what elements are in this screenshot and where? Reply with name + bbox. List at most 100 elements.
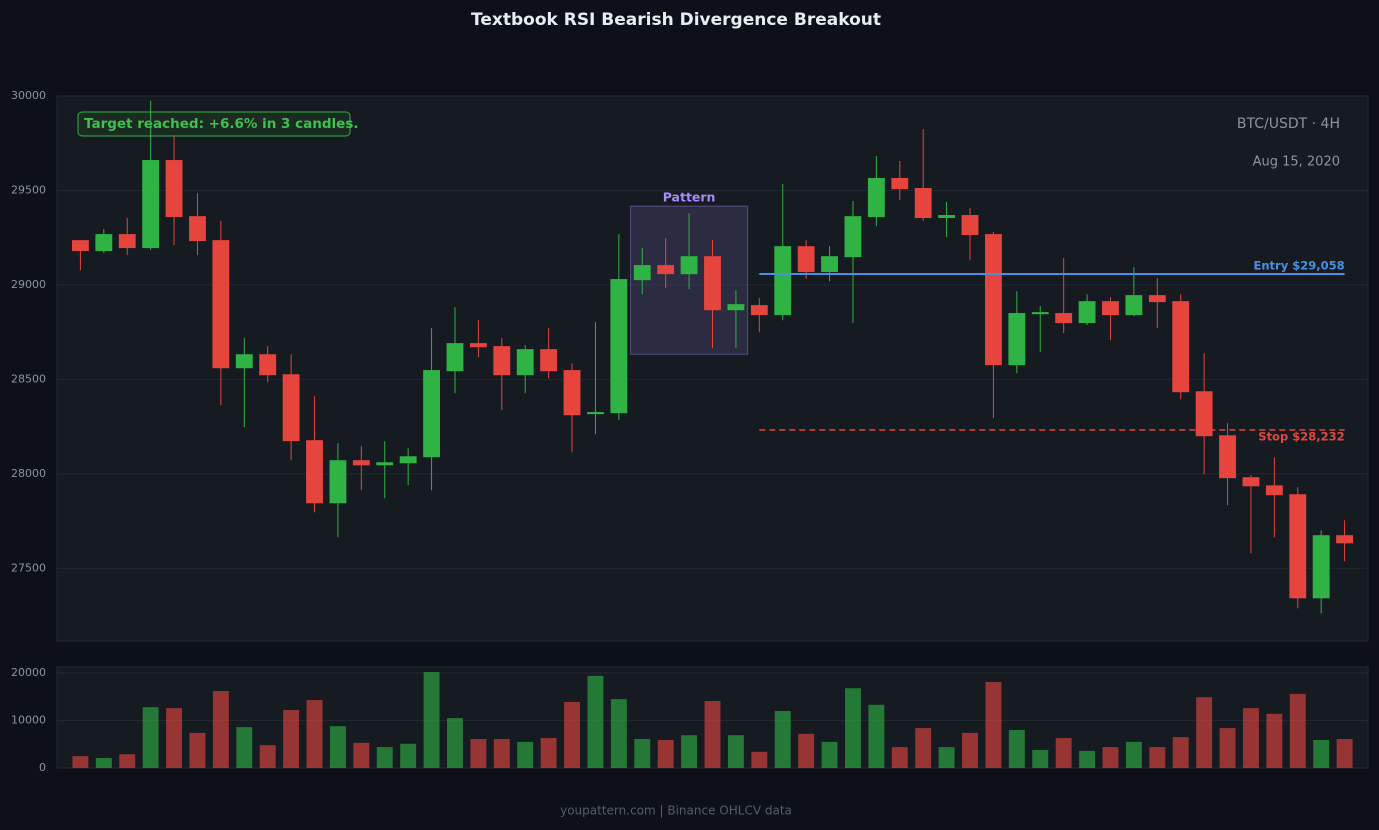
candle-body bbox=[587, 412, 604, 415]
volume-bar bbox=[329, 726, 346, 768]
volume-bar bbox=[517, 741, 534, 768]
volume-bar bbox=[540, 738, 557, 768]
volume-bar bbox=[587, 675, 604, 768]
volume-bar bbox=[657, 739, 674, 768]
volume-bar bbox=[1149, 747, 1166, 768]
volume-bar bbox=[493, 739, 510, 768]
candle-body bbox=[1219, 435, 1236, 479]
candle-body bbox=[165, 160, 183, 218]
candle-body bbox=[399, 456, 417, 464]
entry-label: Entry $29,058 bbox=[1253, 258, 1344, 272]
candle-body bbox=[469, 343, 487, 348]
candle-body bbox=[1125, 295, 1143, 316]
volume-bar bbox=[938, 747, 955, 768]
candle-body bbox=[189, 216, 206, 242]
volume-bar bbox=[95, 758, 112, 768]
candle-body bbox=[493, 346, 511, 376]
candle-body bbox=[774, 246, 792, 316]
candle-body bbox=[235, 354, 253, 369]
volume-bar bbox=[610, 699, 627, 768]
candle-body bbox=[563, 370, 581, 416]
volume-bar bbox=[1266, 713, 1283, 768]
candle-body bbox=[821, 256, 838, 273]
candle-body bbox=[1078, 301, 1096, 324]
y-tick-label: 0 bbox=[39, 761, 46, 774]
candle-body bbox=[516, 349, 534, 376]
annotation-box bbox=[77, 111, 351, 137]
volume-bar bbox=[306, 700, 323, 768]
candle-body bbox=[1289, 494, 1307, 599]
volume-bar bbox=[236, 727, 253, 768]
volume-bar bbox=[283, 710, 300, 768]
stop-label: Stop $28,232 bbox=[1258, 429, 1344, 443]
volume-bar bbox=[1219, 728, 1236, 768]
volume-bar bbox=[1242, 708, 1259, 768]
candle-body bbox=[1265, 485, 1283, 496]
price-panel bbox=[56, 95, 1369, 642]
candle-body bbox=[914, 187, 932, 219]
volume-bar bbox=[798, 733, 815, 768]
y-tick-label: 29500 bbox=[11, 183, 46, 196]
candle-body bbox=[259, 354, 277, 376]
volume-bar bbox=[1313, 739, 1330, 768]
volume-bar bbox=[962, 732, 978, 768]
candle-body bbox=[1008, 313, 1026, 366]
volume-bar bbox=[376, 747, 393, 768]
candle-body bbox=[142, 160, 160, 249]
y-tick-label: 29000 bbox=[11, 278, 46, 291]
candle-body bbox=[1102, 301, 1119, 316]
volume-bar bbox=[72, 756, 89, 768]
volume-bar bbox=[166, 708, 183, 768]
candle-body bbox=[1312, 535, 1330, 599]
volume-bar bbox=[704, 701, 721, 768]
candle-body bbox=[727, 304, 745, 311]
candle-body bbox=[610, 279, 628, 414]
candle-body bbox=[1172, 301, 1190, 393]
candle-body bbox=[985, 234, 1002, 366]
volume-bar bbox=[915, 728, 932, 768]
candle-body bbox=[1242, 477, 1260, 487]
volume-bar bbox=[868, 704, 885, 768]
volume-bar bbox=[634, 739, 651, 768]
candle-body bbox=[423, 370, 440, 458]
volume-bar bbox=[189, 732, 206, 768]
chart-title: Textbook RSI Bearish Divergence Breakout bbox=[471, 10, 881, 30]
y-tick-label: 30000 bbox=[11, 89, 46, 102]
volume-bar bbox=[727, 735, 744, 768]
y-tick-label: 20000 bbox=[11, 666, 46, 679]
y-tick-label: 27500 bbox=[11, 561, 46, 574]
candle-body bbox=[212, 240, 230, 369]
candle-body bbox=[282, 374, 300, 442]
volume-bar bbox=[212, 691, 229, 768]
volume-bar bbox=[142, 707, 159, 768]
candle-body bbox=[1336, 535, 1354, 544]
volume-bar bbox=[985, 682, 1002, 768]
candle-body bbox=[844, 216, 862, 258]
volume-bar bbox=[1336, 739, 1353, 768]
candle-body bbox=[797, 246, 815, 273]
volume-bar bbox=[1079, 750, 1096, 768]
volume-bar bbox=[821, 741, 838, 768]
candle-body bbox=[1148, 295, 1166, 303]
volume-bar bbox=[353, 742, 370, 768]
candle-body bbox=[540, 349, 558, 372]
candle-body bbox=[446, 343, 464, 372]
candle-body bbox=[680, 256, 698, 275]
pattern-label: Pattern bbox=[663, 190, 716, 205]
footer: youpattern.com | Binance OHLCV data bbox=[560, 804, 792, 818]
volume-bar bbox=[1008, 729, 1025, 768]
candle-body bbox=[352, 460, 370, 466]
volume-bar bbox=[1172, 737, 1189, 768]
volume-bar bbox=[1289, 693, 1306, 768]
candle-body bbox=[633, 265, 651, 281]
candle-body bbox=[891, 177, 909, 190]
candle-body bbox=[1031, 312, 1049, 315]
candle-body bbox=[1195, 391, 1213, 437]
volume-bar bbox=[845, 688, 861, 768]
candle-body bbox=[1055, 313, 1073, 324]
volume-bar bbox=[470, 739, 487, 768]
volume-bar bbox=[751, 751, 768, 768]
volume-bar bbox=[423, 672, 440, 768]
date: Aug 15, 2020 bbox=[1253, 155, 1340, 170]
